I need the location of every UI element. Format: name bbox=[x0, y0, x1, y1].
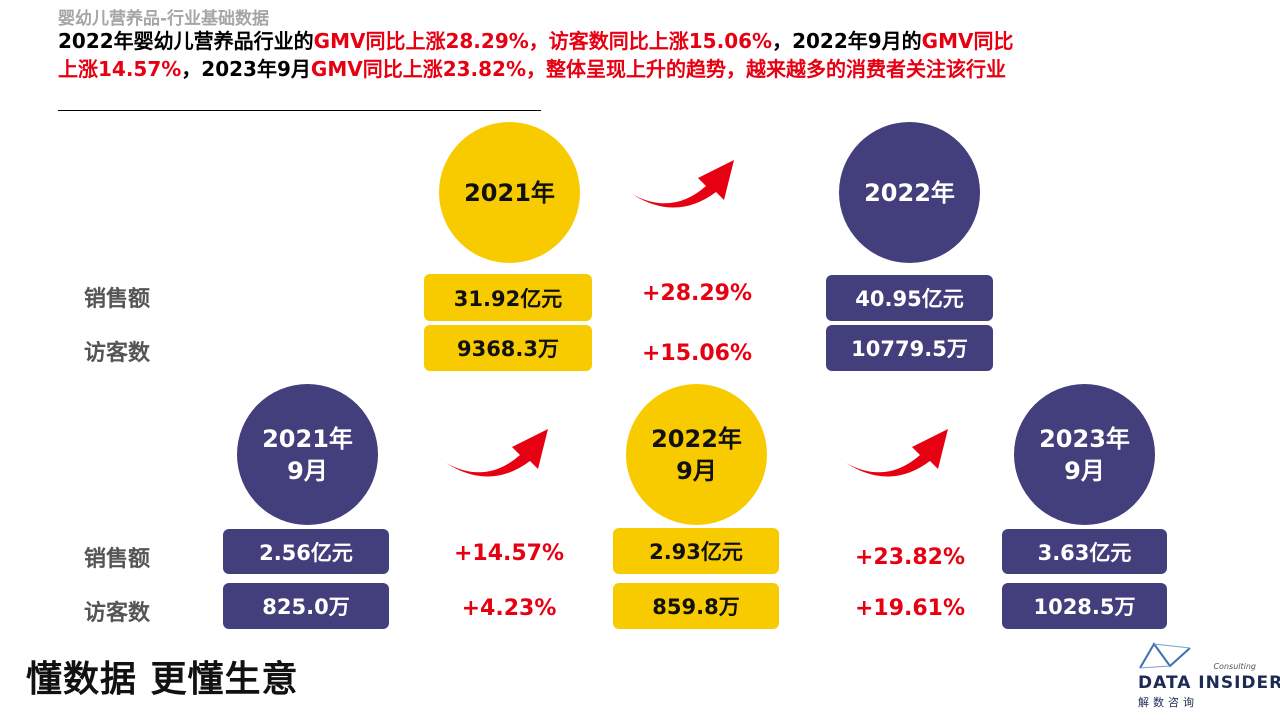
brand-logo: Consulting DATA INSIDER 解数咨询 bbox=[1134, 636, 1280, 710]
value-2022-sep-visitors: 859.8万 bbox=[613, 583, 779, 629]
value-2021-sales-text: 31.92亿元 bbox=[453, 286, 563, 311]
value-2022-sep-visitors-text: 859.8万 bbox=[652, 595, 740, 619]
circle-2021-sep: 2021年 9月 bbox=[237, 384, 378, 525]
logo-name: DATA INSIDER bbox=[1138, 673, 1280, 693]
value-2022-sales: 40.95亿元 bbox=[826, 275, 993, 321]
circle-2021: 2021年 bbox=[439, 122, 580, 263]
circle-2022-sep-month: 9月 bbox=[676, 456, 717, 485]
value-2022-sep-sales: 2.93亿元 bbox=[613, 528, 779, 574]
headline: 2022年婴幼儿营养品行业的GMV同比上涨28.29%，访客数同比上涨15.06… bbox=[58, 27, 1018, 83]
headline-part-1: 2022年婴幼儿营养品行业的 bbox=[58, 29, 314, 53]
circle-2021-sep-month: 9月 bbox=[287, 456, 328, 485]
headline-part-3: ，2023年9月 bbox=[181, 57, 311, 81]
circle-2021-sep-label: 2021年 9月 bbox=[262, 423, 353, 487]
value-2023-sep-sales-text: 3.63亿元 bbox=[1037, 540, 1132, 565]
value-2021-sep-sales-text: 2.56亿元 bbox=[259, 540, 353, 565]
circle-2022-sep: 2022年 9月 bbox=[626, 384, 767, 525]
value-2023-sep-sales: 3.63亿元 bbox=[1002, 529, 1167, 574]
value-2023-sep-visitors: 1028.5万 bbox=[1002, 583, 1167, 629]
value-2021-sep-sales: 2.56亿元 bbox=[223, 529, 389, 574]
value-2021-visitors-text: 9368.3万 bbox=[456, 337, 560, 361]
circle-2021-label: 2021年 bbox=[464, 178, 555, 207]
growth-2-visitors: +19.61% bbox=[854, 596, 966, 621]
curved-arrow-up-right-icon bbox=[446, 429, 548, 477]
circle-2022: 2022年 bbox=[839, 122, 980, 263]
row-label-sales-bottom: 销售额 bbox=[84, 547, 151, 572]
growth-1-sales: +14.57% bbox=[453, 541, 565, 566]
circle-2022-label: 2022年 bbox=[864, 178, 955, 207]
logo-consulting-text: Consulting bbox=[1213, 662, 1256, 671]
value-2021-sep-visitors: 825.0万 bbox=[223, 583, 389, 629]
headline-part-2: ，2022年9月的 bbox=[772, 29, 922, 53]
curved-arrow-up-right-icon bbox=[632, 160, 734, 208]
headline-highlight-2: GMV同比上涨14.57% bbox=[58, 29, 1014, 81]
row-label-sales-top: 销售额 bbox=[84, 287, 151, 312]
headline-highlight-3: GMV同比上涨23.82%，整体呈现上升的趋势，越来越多的消费者关注该行业 bbox=[310, 57, 1007, 81]
growth-2-sales: +23.82% bbox=[854, 545, 966, 570]
circle-2021-sep-year: 2021年 bbox=[262, 424, 353, 453]
logo-mark-icon bbox=[1139, 642, 1191, 669]
circle-2022-sep-label: 2022年 9月 bbox=[651, 423, 742, 487]
growth-top-visitors: +15.06% bbox=[641, 341, 753, 366]
value-2022-visitors-text: 10779.5万 bbox=[851, 337, 968, 361]
value-2021-visitors: 9368.3万 bbox=[424, 325, 592, 371]
value-2021-sales: 31.92亿元 bbox=[424, 274, 592, 321]
value-2023-sep-visitors-text: 1028.5万 bbox=[1033, 595, 1136, 619]
growth-1-visitors: +4.23% bbox=[461, 596, 557, 621]
value-2022-visitors: 10779.5万 bbox=[826, 325, 993, 371]
value-2022-sep-sales-text: 2.93亿元 bbox=[649, 540, 743, 564]
value-2022-sales-text: 40.95亿元 bbox=[855, 287, 964, 311]
circle-2023-sep-month: 9月 bbox=[1064, 456, 1105, 485]
page-subtitle: 婴幼儿营养品-行业基础数据 bbox=[58, 9, 270, 29]
headline-underline bbox=[58, 110, 541, 111]
circle-2022-sep-year: 2022年 bbox=[651, 424, 742, 453]
row-label-visitors-bottom: 访客数 bbox=[84, 601, 151, 626]
circle-2023-sep-label: 2023年 9月 bbox=[1039, 423, 1130, 487]
circle-2023-sep-year: 2023年 bbox=[1039, 424, 1130, 453]
circle-2023-sep: 2023年 9月 bbox=[1014, 384, 1155, 525]
logo-subtitle: 解数咨询 bbox=[1138, 696, 1198, 709]
growth-top-sales: +28.29% bbox=[641, 281, 753, 306]
value-2021-sep-visitors-text: 825.0万 bbox=[262, 595, 350, 619]
headline-highlight-1: GMV同比上涨28.29%，访客数同比上涨15.06% bbox=[313, 29, 773, 53]
slogan: 懂数据 更懂生意 bbox=[26, 659, 299, 700]
row-label-visitors-top: 访客数 bbox=[84, 341, 151, 366]
curved-arrow-up-right-icon bbox=[846, 429, 948, 477]
